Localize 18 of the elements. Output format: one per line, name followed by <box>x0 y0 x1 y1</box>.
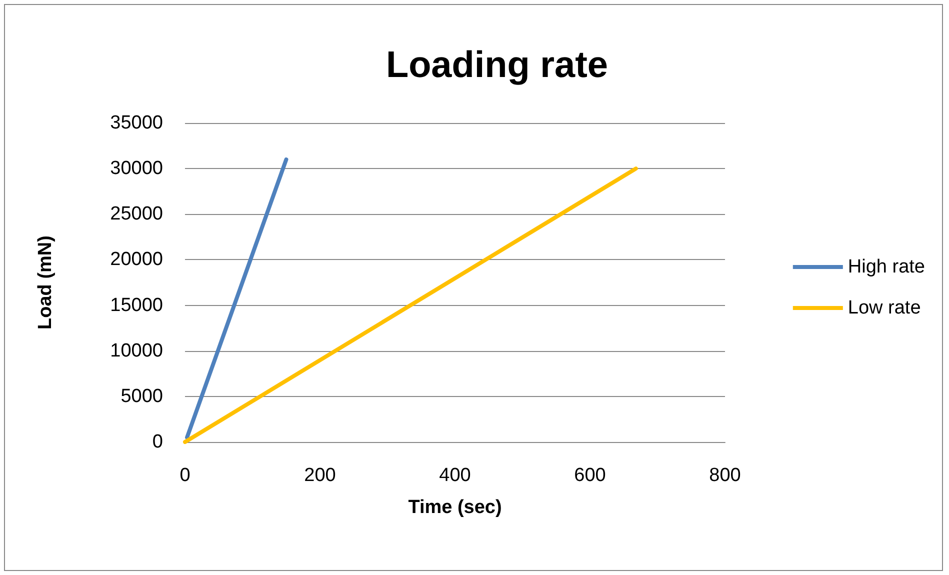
x-tick-label: 800 <box>709 465 741 486</box>
y-tick-label: 25000 <box>110 204 163 225</box>
x-axis-title: Time (sec) <box>408 497 502 518</box>
y-tick-label: 5000 <box>120 386 163 407</box>
y-tick-label: 35000 <box>110 112 163 134</box>
legend-label: Low rate <box>848 298 921 318</box>
y-tick-label: 30000 <box>110 158 163 180</box>
legend-label: High rate <box>848 256 926 278</box>
chart-title: Loading rate <box>386 44 608 85</box>
y-tick-label: 0 <box>152 432 163 452</box>
y-axis-title: Load (mN) <box>35 236 56 330</box>
y-tick-label: 10000 <box>110 340 163 362</box>
x-tick-label: 200 <box>304 465 336 486</box>
x-tick-label: 0 <box>180 465 190 486</box>
x-tick-label: 600 <box>574 465 606 486</box>
x-tick-label: 400 <box>439 465 471 486</box>
y-tick-label: 20000 <box>110 249 163 270</box>
y-tick-label: 15000 <box>110 294 163 316</box>
